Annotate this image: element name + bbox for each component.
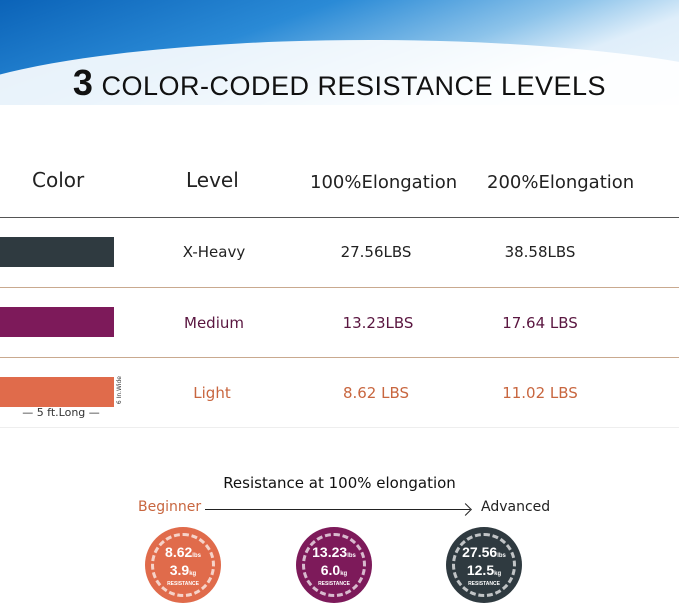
circle-medium: 13.23lbs 6.0kg RESISTANCE <box>296 527 372 603</box>
width-label: 6 In.Wide <box>116 376 123 405</box>
e100: 27.56LBS <box>340 243 412 261</box>
page-title: 3 COLOR-CODED RESISTANCE LEVELS <box>72 62 607 103</box>
level: Medium <box>184 314 244 332</box>
advanced-label: Advanced <box>481 499 551 515</box>
header-200: 200%Elongation <box>487 172 635 193</box>
band-x-heavy <box>0 237 114 267</box>
header-100: 100%Elongation <box>310 172 458 193</box>
divider <box>0 427 679 428</box>
length-label: — 5 ft.Long — <box>22 406 100 419</box>
band-light <box>0 377 114 407</box>
e200: 38.58LBS <box>504 243 576 261</box>
divider <box>0 357 679 358</box>
level: X-Heavy <box>182 243 246 261</box>
header-level: Level <box>186 168 239 192</box>
progression-subtitle: Resistance at 100% elongation <box>223 474 456 492</box>
header-banner <box>0 0 679 105</box>
beginner-label: Beginner <box>138 499 202 515</box>
circle-light: 8.62lbs 3.9kg RESISTANCE <box>145 527 221 603</box>
band-medium <box>0 307 114 337</box>
divider <box>0 217 679 218</box>
e100: 13.23LBS <box>342 314 414 332</box>
e100: 8.62 LBS <box>342 384 410 402</box>
circle-x-heavy: 27.56lbs 12.5kg RESISTANCE <box>446 527 522 603</box>
arrow-right-icon <box>205 509 470 510</box>
level: Light <box>193 384 231 402</box>
header-color: Color <box>32 168 85 192</box>
divider <box>0 287 679 288</box>
e200: 17.64 LBS <box>502 314 578 332</box>
e200: 11.02 LBS <box>502 384 578 402</box>
